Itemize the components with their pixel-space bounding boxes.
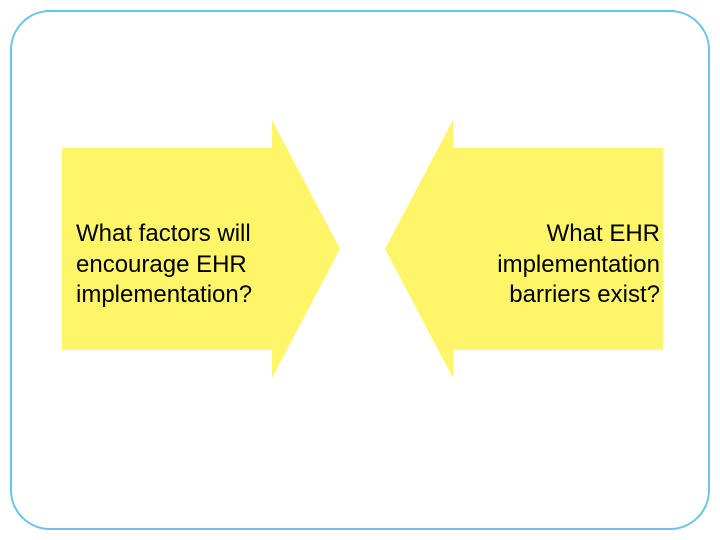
right-arrow-label: What EHR implementation barriers exist? <box>455 219 660 311</box>
left-arrow-label: What factors will encourage EHR implemen… <box>76 219 281 311</box>
